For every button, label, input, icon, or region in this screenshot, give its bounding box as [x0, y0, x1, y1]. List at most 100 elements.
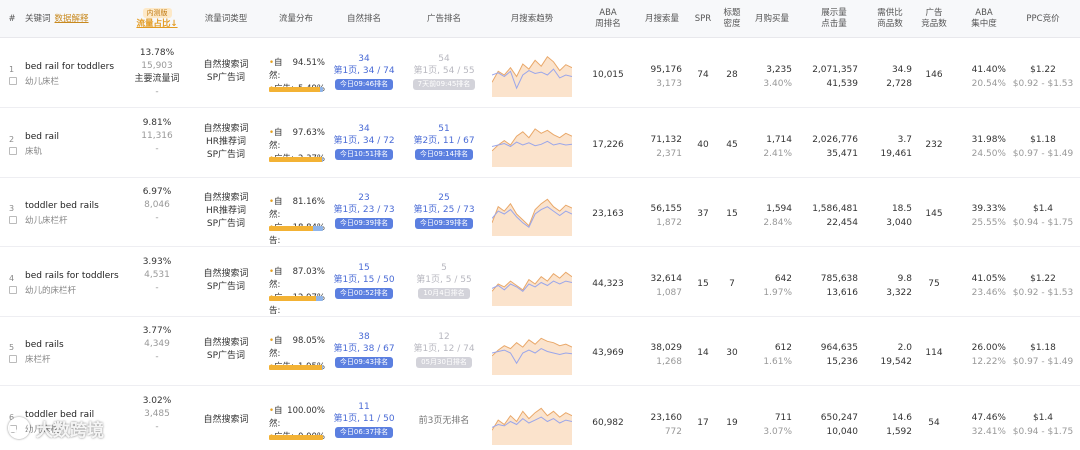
impressions-value: 1,586,481 — [812, 204, 858, 214]
ad-rank-value[interactable]: 5 — [441, 262, 447, 273]
trend-line-secondary — [492, 416, 572, 428]
ad-rank: 51 第2页, 11 / 67 今日09:14排名 — [412, 123, 476, 160]
monthly-trend-sparkline[interactable] — [492, 123, 572, 167]
ppc-bid: $1.18 $0.97 - $1.49 — [1010, 341, 1076, 369]
ppc-bid-range: $0.97 - $1.49 — [1012, 357, 1074, 367]
trend-line-secondary — [492, 280, 572, 292]
impressions-clicks: 964,635 15,236 — [808, 341, 858, 369]
row-checkbox[interactable] — [9, 77, 17, 85]
header-monthly-sales[interactable]: 月购买量 — [754, 13, 789, 24]
ad-rank: 12 第1页, 12 / 74 05月30日排名 — [412, 331, 476, 368]
traffic-distribution-bar — [269, 295, 323, 301]
row-checkbox[interactable] — [9, 146, 17, 155]
monthly-trend-sparkline[interactable] — [492, 53, 572, 97]
ad-rank-time-badge[interactable]: 今日09:14排名 — [414, 148, 474, 160]
header-natural-rank[interactable]: 自然排名 — [346, 13, 381, 24]
ad-share-bar-fill — [320, 87, 323, 92]
sort-traffic-share[interactable]: 流量占比↓ — [136, 19, 178, 29]
keyword-link[interactable]: toddler bed rail — [25, 409, 95, 420]
natural-rank-time-badge[interactable]: 今日06:37排名 — [334, 426, 394, 438]
header-traffic-share[interactable]: 内测版 流量占比↓ — [126, 0, 188, 38]
product-count: 1,592 — [886, 426, 912, 437]
no-ad-rank-text: 前3页无排名 — [418, 415, 470, 426]
keyword-link[interactable]: toddler bed rails — [25, 201, 99, 211]
data-explain-link[interactable]: 数据解释 — [54, 13, 89, 24]
monthly-trend-sparkline[interactable] — [492, 401, 572, 445]
natural-rank-time-badge[interactable]: 今日10:51排名 — [334, 148, 394, 160]
keyword-translation: 幼儿床栏 — [25, 424, 60, 435]
ppc-bid-range: $0.94 - $1.75 — [1012, 426, 1074, 437]
table-header: # 关键词 数据解释 内测版 流量占比↓ 流量词类型 流量分布 自然排名 广告排… — [0, 0, 1080, 38]
traffic-share-count: 11,316 — [141, 130, 173, 141]
ad-rank-time-badge[interactable]: 今日09:39排名 — [414, 218, 474, 229]
header-title-density[interactable]: 标题 密度 — [723, 8, 741, 29]
clicks-value: 41,539 — [826, 79, 859, 89]
keyword-types: 自然搜索词 SP广告词 — [195, 268, 257, 294]
natural-rank-time-badge[interactable]: 今日09:39排名 — [334, 218, 394, 229]
traffic-share: 9.81% 11,316 - — [126, 117, 188, 156]
row-checkbox[interactable] — [9, 355, 17, 363]
ppc-bid-value: $1.4 — [1032, 204, 1054, 214]
keyword-link[interactable]: bed rails for toddlers — [25, 270, 119, 281]
natural-rank-value[interactable]: 38 — [358, 332, 370, 342]
monthly-sales: 642 1.97% — [748, 272, 792, 300]
header-keyword-label: 关键词 — [25, 13, 51, 24]
traffic-share-percent: 9.81% — [142, 117, 172, 128]
traffic-share-percent: 3.93% — [142, 256, 172, 267]
ad-rank-value[interactable]: 54 — [438, 54, 450, 64]
header-ad-count[interactable]: 广告 竞品数 — [921, 8, 947, 29]
traffic-distribution-bar — [269, 365, 323, 370]
conversion-rate: 1.97% — [763, 287, 792, 298]
ad-rank-time-badge[interactable]: 7天前09:45排名 — [412, 79, 476, 90]
traffic-distribution-bar — [269, 156, 323, 162]
traffic-share-count: 4,349 — [144, 339, 170, 349]
natural-rank-value[interactable]: 15 — [358, 262, 370, 273]
aba-week-rank: 10,015 — [592, 70, 624, 80]
natural-rank-value[interactable]: 34 — [358, 123, 370, 134]
natural-rank-value[interactable]: 34 — [358, 54, 370, 64]
keyword-link[interactable]: bed rail — [25, 131, 60, 142]
ad-rank: 54 第1页, 54 / 55 7天前09:45排名 — [412, 53, 476, 90]
ad-rank: 25 第1页, 25 / 73 今日09:39排名 — [412, 192, 476, 229]
keyword-link[interactable]: bed rails — [25, 340, 64, 350]
keyword-link[interactable]: bed rail for toddlers — [25, 62, 115, 72]
row-index: 6 — [9, 412, 15, 422]
natural-rank-value[interactable]: 11 — [358, 401, 370, 412]
header-monthly-search[interactable]: 月搜索量 — [644, 13, 679, 24]
monthly-trend-sparkline[interactable] — [492, 262, 572, 306]
ad-rank-value[interactable]: 51 — [438, 123, 450, 134]
header-spr[interactable]: SPR — [694, 13, 712, 24]
impressions-value: 650,247 — [820, 412, 858, 423]
keyword-type-item: SP广告词 — [206, 149, 246, 160]
monthly-trend-sparkline[interactable] — [492, 192, 572, 236]
row-checkbox[interactable] — [9, 216, 17, 224]
natural-rank-time-badge[interactable]: 今日09:46排名 — [334, 79, 394, 90]
ad-rank-time-badge[interactable]: 10月4日排名 — [418, 287, 470, 299]
trend-line-secondary — [492, 348, 572, 365]
clicks-value: 22,454 — [826, 218, 859, 228]
row-checkbox[interactable] — [9, 285, 17, 294]
natural-rank-value[interactable]: 23 — [358, 193, 370, 203]
header-impressions-clicks[interactable]: 展示量 点击量 — [821, 8, 847, 29]
ad-rank-value[interactable]: 12 — [438, 332, 450, 342]
header-aba-week[interactable]: ABA 周排名 — [595, 8, 621, 29]
keyword-types: 自然搜索词 HR推荐词 SP广告词 — [195, 192, 257, 231]
natural-share-line: •自然: 98.05% — [269, 335, 325, 361]
row-index: 3 — [9, 204, 15, 213]
ad-rank-time-badge[interactable]: 05月30日排名 — [416, 357, 472, 368]
header-ad-rank[interactable]: 广告排名 — [426, 13, 461, 24]
header-aba-concentration[interactable]: ABA 集中度 — [971, 8, 997, 29]
traffic-distribution: •自然:87.03%•广告:12.97% — [269, 266, 325, 318]
row-index: 4 — [9, 273, 15, 283]
natural-rank-time-badge[interactable]: 今日09:43排名 — [334, 357, 394, 368]
product-count: 2,728 — [886, 79, 912, 89]
natural-rank-time-badge[interactable]: 今日00:52排名 — [334, 287, 394, 299]
aba-week-rank: 60,982 — [592, 417, 624, 428]
monthly-trend-sparkline[interactable] — [492, 331, 572, 375]
header-ppc[interactable]: PPC竞价 — [1026, 13, 1060, 24]
spr-value: 37 — [697, 209, 709, 219]
supply-demand: 14.6 1,592 — [868, 411, 912, 439]
header-supply-ratio[interactable]: 需供比 商品数 — [877, 8, 903, 29]
ad-rank-value[interactable]: 25 — [438, 193, 450, 203]
keyword-translation: 幼儿床栏杆 — [25, 216, 68, 226]
